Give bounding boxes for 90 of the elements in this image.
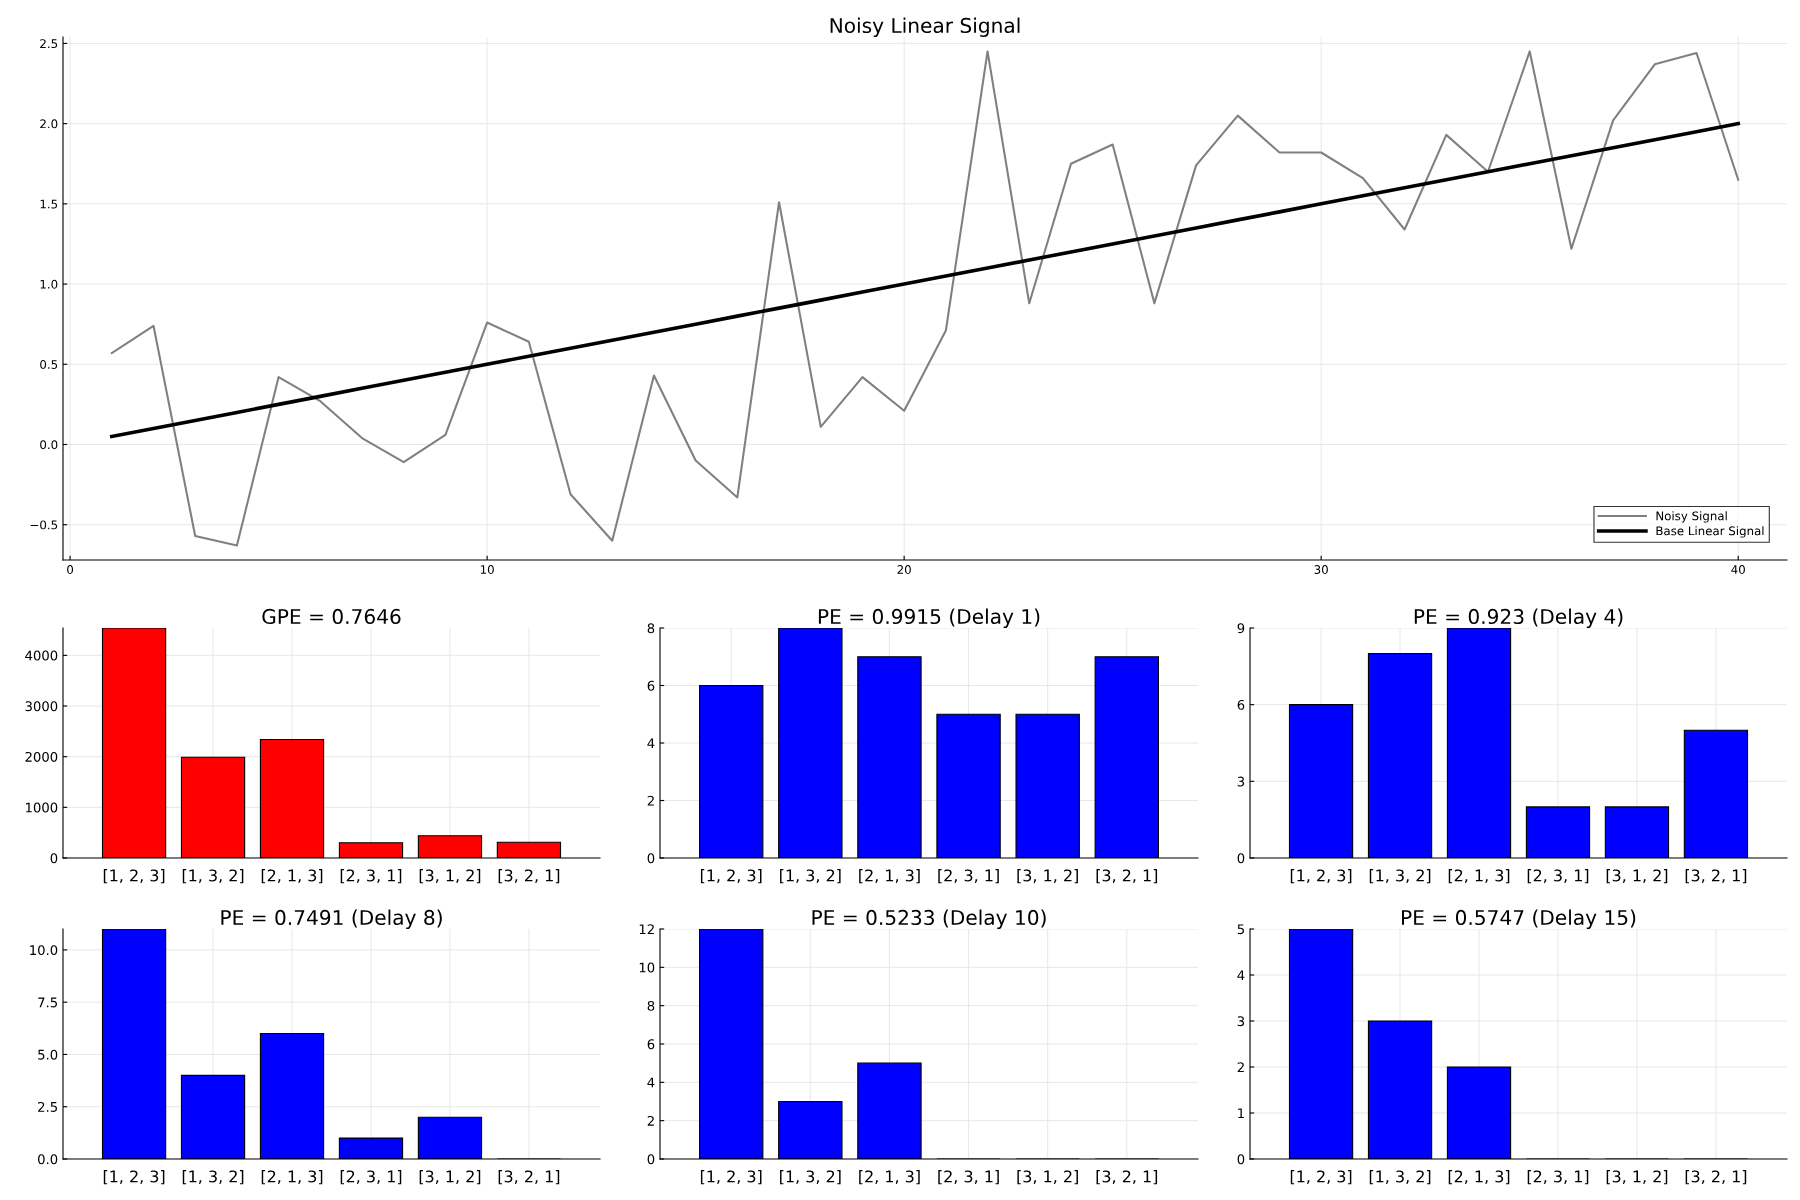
chart-title: PE = 0.923 (Delay 4) xyxy=(1414,608,1623,628)
x-tick-label: [3, 1, 2] xyxy=(1606,869,1668,884)
y-tick-label: 1.5 xyxy=(40,199,58,209)
x-tick-label: [1, 2, 3] xyxy=(103,869,165,884)
y-tick-label: 12 xyxy=(639,924,654,935)
x-tick-label: [3, 1, 2] xyxy=(1606,1170,1668,1185)
x-tick-label: [3, 1, 2] xyxy=(1017,1170,1078,1185)
y-tick-label: 6 xyxy=(1237,699,1245,710)
y-tick-label: 4 xyxy=(1237,970,1245,981)
y-tick-label: 8 xyxy=(647,1000,655,1011)
x-tick-label: [3, 2, 1] xyxy=(1096,869,1158,884)
y-tick-label: 0 xyxy=(1237,1154,1245,1165)
y-tick-label: 4 xyxy=(647,738,655,749)
y-tick-label: 3000 xyxy=(25,701,58,712)
y-tick-label: 0.0 xyxy=(38,1154,58,1165)
y-tick-label: 1.0 xyxy=(40,279,58,289)
y-tick-label: 8 xyxy=(647,623,655,634)
x-tick-label: 40 xyxy=(1731,565,1745,574)
y-tick-label: 0 xyxy=(1237,853,1245,864)
y-tick-label: 2 xyxy=(1237,1062,1244,1073)
y-tick-label: 0 xyxy=(50,853,58,864)
x-tick-label: [3, 2, 1] xyxy=(1096,1170,1158,1185)
chart-title: GPE = 0.7646 xyxy=(262,608,401,625)
chart-title: PE = 0.7491 (Delay 8) xyxy=(221,909,442,929)
x-tick-label: [1, 2, 3] xyxy=(1290,869,1352,884)
x-tick-label: [3, 2, 1] xyxy=(1685,1170,1747,1185)
y-tick-label: 10.0 xyxy=(30,945,58,956)
x-tick-label: [3, 1, 2] xyxy=(1017,869,1078,884)
x-tick-label: [2, 3, 1] xyxy=(938,1170,999,1185)
y-tick-label: 0.0 xyxy=(40,440,58,450)
y-tick-label: 0 xyxy=(647,1154,655,1165)
x-tick-label: [2, 1, 3] xyxy=(859,1170,920,1185)
y-tick-label: 2.0 xyxy=(40,119,58,129)
y-tick-label: 2 xyxy=(647,1115,654,1126)
x-tick-label: [2, 1, 3] xyxy=(261,1170,323,1185)
chart-title: Noisy Linear Signal xyxy=(830,17,1020,37)
y-tick-label: 0 xyxy=(647,853,655,864)
x-tick-label: [1, 3, 2] xyxy=(1369,869,1431,884)
x-tick-label: [3, 2, 1] xyxy=(498,869,560,884)
y-tick-label: −0.5 xyxy=(30,520,58,530)
x-tick-label: [1, 3, 2] xyxy=(182,869,244,884)
y-tick-label: 6 xyxy=(647,680,655,691)
y-tick-label: 1 xyxy=(1238,1108,1244,1119)
x-tick-label: 30 xyxy=(1314,565,1328,574)
chart-title: PE = 0.5747 (Delay 15) xyxy=(1402,909,1636,929)
y-tick-label: 2000 xyxy=(25,751,58,762)
y-tick-label: 10 xyxy=(639,962,655,973)
x-tick-label: [1, 3, 2] xyxy=(780,1170,841,1185)
x-tick-label: [2, 3, 1] xyxy=(1527,869,1589,884)
y-tick-label: 4000 xyxy=(25,650,58,661)
y-tick-label: 4 xyxy=(647,1077,655,1088)
x-tick-label: [2, 3, 1] xyxy=(938,869,999,884)
x-tick-label: [2, 3, 1] xyxy=(340,869,402,884)
chart-title: PE = 0.9915 (Delay 1) xyxy=(818,608,1040,628)
x-tick-label: 0 xyxy=(67,565,74,574)
y-tick-label: 1000 xyxy=(26,802,58,813)
x-tick-label: [1, 2, 3] xyxy=(700,869,762,884)
x-tick-label: [1, 2, 3] xyxy=(1290,1170,1352,1185)
x-tick-label: [2, 1, 3] xyxy=(261,869,323,884)
legend-label: Noisy Signal xyxy=(1656,511,1727,523)
x-tick-label: [2, 3, 1] xyxy=(1527,1170,1589,1185)
y-tick-label: 2.5 xyxy=(38,1101,57,1112)
x-tick-label: [3, 2, 1] xyxy=(1685,869,1747,884)
x-tick-label: [2, 1, 3] xyxy=(1448,1170,1510,1185)
x-tick-label: [1, 3, 2] xyxy=(1369,1170,1431,1185)
y-tick-label: 9 xyxy=(1237,623,1245,634)
y-tick-label: 5.0 xyxy=(38,1049,58,1060)
y-tick-label: 2 xyxy=(647,795,654,806)
x-tick-label: [2, 1, 3] xyxy=(1448,869,1510,884)
y-tick-label: 3 xyxy=(1237,1016,1245,1027)
y-tick-label: 2.5 xyxy=(40,39,58,49)
legend-label: Base Linear Signal xyxy=(1656,526,1764,538)
chart-title: PE = 0.5233 (Delay 10) xyxy=(812,909,1046,929)
x-tick-label: 10 xyxy=(480,565,494,574)
x-tick-label: [2, 3, 1] xyxy=(340,1170,402,1185)
line-series xyxy=(109,121,1741,439)
x-tick-label: 20 xyxy=(897,565,911,574)
x-tick-label: [1, 2, 3] xyxy=(700,1170,762,1185)
y-tick-label: 7.5 xyxy=(38,997,57,1008)
x-tick-label: [1, 2, 3] xyxy=(103,1170,165,1185)
x-tick-label: [1, 3, 2] xyxy=(182,1170,244,1185)
x-tick-label: [3, 1, 2] xyxy=(419,869,481,884)
y-tick-label: 3 xyxy=(1237,776,1245,787)
y-tick-label: 0.5 xyxy=(40,360,58,369)
y-tick-label: 5 xyxy=(1237,924,1244,935)
x-tick-label: [3, 2, 1] xyxy=(498,1170,560,1185)
x-tick-label: [1, 3, 2] xyxy=(780,869,841,884)
x-tick-label: [3, 1, 2] xyxy=(419,1170,481,1185)
x-tick-label: [2, 1, 3] xyxy=(859,869,920,884)
y-tick-label: 6 xyxy=(647,1039,655,1050)
